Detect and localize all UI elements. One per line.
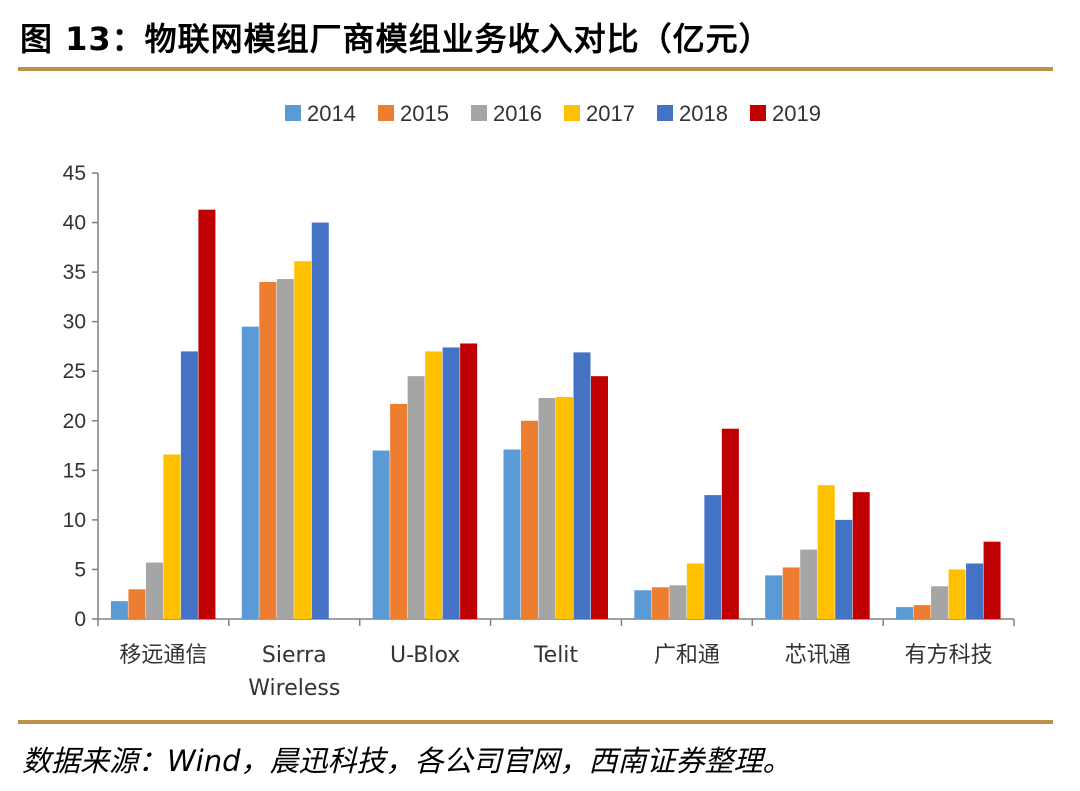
bar-2017-cat6 [948, 569, 966, 619]
top-divider [18, 67, 1053, 71]
chart-title: 图 13：物联网模组厂商模组业务收入对比（亿元） [20, 20, 772, 58]
bar-2016-cat5 [800, 549, 818, 619]
x-category-label: 芯讯通 [785, 643, 851, 668]
bar-2014-cat5 [765, 575, 783, 619]
y-tick-label: 0 [74, 608, 86, 631]
bar-2016-cat1 [276, 279, 294, 619]
bar-2016-cat3 [538, 397, 556, 619]
legend-label: 2015 [400, 101, 449, 126]
bar-2018-cat6 [966, 563, 984, 619]
bar-2014-cat1 [241, 326, 259, 619]
bar-2016-cat4 [669, 585, 687, 619]
legend-item-2015: 2015 [378, 101, 449, 126]
bar-2019-cat2 [460, 343, 478, 619]
y-tick-label: 10 [63, 509, 86, 532]
legend-item-2017: 2017 [564, 101, 635, 126]
bar-2017-cat5 [817, 485, 835, 619]
bar-2017-cat2 [425, 351, 443, 619]
bar-2018-cat2 [442, 347, 460, 619]
bar-2017-cat0 [163, 454, 181, 619]
bar-2015-cat6 [913, 605, 931, 619]
y-tick-label: 15 [63, 459, 86, 482]
bar-2016-cat6 [931, 586, 949, 619]
bar-2017-cat3 [556, 396, 573, 619]
legend-item-2014: 2014 [285, 101, 356, 126]
bar-2016-cat0 [145, 562, 163, 619]
bar-2015-cat1 [259, 282, 277, 619]
bar-2014-cat0 [110, 601, 128, 619]
y-tick-label: 20 [63, 410, 86, 433]
legend-swatch [285, 105, 301, 121]
bar-2018-cat1 [311, 222, 329, 620]
bar-2015-cat0 [128, 589, 146, 619]
bar-2015-cat4 [651, 587, 669, 619]
legend-label: 2017 [586, 101, 635, 126]
bar-2019-cat5 [852, 492, 870, 619]
bar-2016-cat2 [407, 376, 425, 619]
bar-2014-cat3 [503, 449, 521, 619]
legend-label: 2019 [772, 101, 821, 126]
y-tick-label: 5 [74, 558, 86, 581]
legend-item-2019: 2019 [750, 101, 821, 126]
bar-2015-cat3 [521, 420, 538, 619]
legend-label: 2018 [679, 101, 728, 126]
x-category-label: U-Blox [390, 643, 460, 668]
y-tick-label: 40 [63, 212, 86, 235]
legend-swatch [750, 105, 766, 121]
bar-2014-cat2 [372, 450, 390, 619]
legend-label: 2014 [307, 101, 356, 126]
bar-2015-cat5 [782, 567, 800, 619]
bar-2018-cat4 [704, 495, 722, 619]
y-tick-label: 30 [63, 311, 86, 334]
legend-swatch [378, 105, 394, 121]
y-tick-label: 35 [63, 261, 86, 284]
bar-2018-cat3 [573, 352, 591, 619]
bar-2018-cat5 [835, 519, 853, 619]
bar-2015-cat2 [390, 403, 408, 619]
bar-2019-cat3 [591, 376, 608, 619]
y-tick-label: 25 [63, 360, 86, 383]
bar-2018-cat0 [180, 351, 198, 619]
bar-chart: 0 5 10 15 20 25 30 35 40 45 移远通信 Sierra Wireless U-Bl… [63, 101, 1015, 701]
x-category-label: 有方科技 [905, 643, 993, 668]
legend-swatch [564, 105, 580, 121]
y-tick-label: 45 [63, 162, 86, 185]
x-category-label: 广和通 [654, 643, 720, 668]
x-category-label: Telit [533, 643, 578, 668]
data-source-note: 数据来源：Wind，晨迅科技，各公司官网，西南证券整理。 [22, 744, 792, 778]
legend-item-2018: 2018 [657, 101, 728, 126]
legend-swatch [471, 105, 487, 121]
x-category-label: Wireless [248, 676, 340, 701]
bar-2019-cat6 [983, 541, 1001, 619]
legend-item-2016: 2016 [471, 101, 542, 126]
bar-2019-cat4 [721, 428, 739, 619]
legend-label: 2016 [493, 101, 542, 126]
bar-2014-cat4 [634, 590, 652, 619]
bar-2017-cat4 [686, 563, 704, 619]
legend-swatch [657, 105, 673, 121]
bottom-divider [18, 720, 1053, 724]
bar-2019-cat0 [198, 209, 216, 619]
bar-2014-cat6 [896, 607, 914, 619]
bar-2017-cat1 [294, 261, 312, 619]
x-category-label: Sierra [262, 643, 327, 668]
x-category-label: 移远通信 [119, 643, 207, 668]
